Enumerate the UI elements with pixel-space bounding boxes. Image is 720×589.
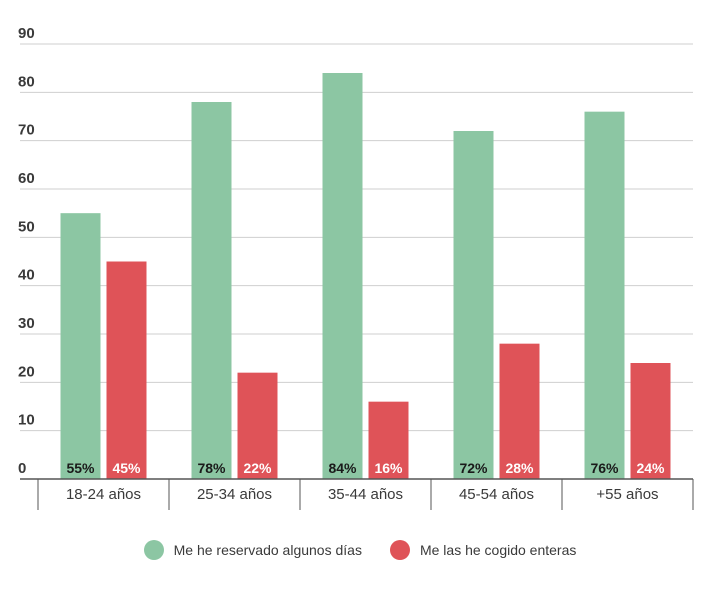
y-tick-label-60: 60 bbox=[18, 170, 35, 187]
bar-series-1-0 bbox=[106, 261, 147, 479]
bar-series-0-4 bbox=[584, 111, 625, 480]
y-tick-label-70: 70 bbox=[18, 122, 35, 139]
y-tick-label-10: 10 bbox=[18, 412, 35, 429]
data-label-series-0-1: 78% bbox=[197, 460, 226, 476]
legend-label-series-0: Me he reservado algunos días bbox=[173, 542, 362, 558]
legend-item-series-1: Me las he cogido enteras bbox=[389, 540, 577, 560]
x-axis: 18-24 años 25-34 años 35-44 años 45-54 años… bbox=[20, 478, 694, 510]
data-label-series-0-2: 84% bbox=[328, 460, 357, 476]
legend-swatch-series-0 bbox=[143, 540, 164, 560]
bar-series-1-4 bbox=[630, 363, 671, 479]
y-tick-label-80: 80 bbox=[18, 73, 35, 90]
legend-label-series-1: Me las he cogido enteras bbox=[419, 542, 577, 558]
x-tick-label-3: 45-54 años bbox=[459, 486, 534, 503]
y-axis-tick-labels: 0 10 20 30 40 50 60 70 80 90 bbox=[18, 25, 35, 477]
y-tick-label-50: 50 bbox=[18, 218, 35, 235]
legend-item-series-0: Me he reservado algunos días bbox=[143, 540, 362, 560]
bars bbox=[60, 73, 671, 480]
y-tick-label-90: 90 bbox=[18, 25, 35, 42]
x-tick-label-2: 35-44 años bbox=[328, 486, 403, 503]
x-tick-label-4: +55 años bbox=[596, 486, 658, 503]
data-label-series-1-1: 22% bbox=[243, 460, 272, 476]
data-label-series-1-0: 45% bbox=[112, 460, 141, 476]
y-tick-label-20: 20 bbox=[18, 363, 35, 380]
data-label-series-1-3: 28% bbox=[505, 460, 534, 476]
bar-series-1-3 bbox=[499, 343, 540, 479]
data-label-series-1-2: 16% bbox=[374, 460, 403, 476]
y-tick-label-30: 30 bbox=[18, 315, 35, 332]
data-label-series-0-0: 55% bbox=[66, 460, 95, 476]
legend: Me he reservado algunos días Me las he c… bbox=[0, 540, 720, 560]
bar-series-1-1 bbox=[237, 372, 278, 479]
bar-series-0-3 bbox=[453, 131, 494, 479]
legend-swatch-series-1 bbox=[389, 540, 410, 560]
data-label-series-0-3: 72% bbox=[459, 460, 488, 476]
bar-series-0-0 bbox=[60, 213, 101, 479]
data-label-series-1-4: 24% bbox=[636, 460, 665, 476]
y-tick-label-0: 0 bbox=[18, 460, 26, 477]
bar-chart: 0 10 20 30 40 50 60 70 80 90 55% 45% 78% 22% 84% 16% 72… bbox=[18, 25, 694, 510]
data-labels: 55% 45% 78% 22% 84% 16% 72% 28% 76% 24% bbox=[66, 460, 665, 476]
data-label-series-0-4: 76% bbox=[590, 460, 619, 476]
bar-series-0-1 bbox=[191, 102, 232, 479]
x-tick-label-1: 25-34 años bbox=[197, 486, 272, 503]
bar-series-0-2 bbox=[322, 73, 363, 479]
y-tick-label-40: 40 bbox=[18, 267, 35, 284]
x-tick-label-0: 18-24 años bbox=[66, 486, 141, 503]
bar-series-1-2 bbox=[368, 401, 409, 479]
